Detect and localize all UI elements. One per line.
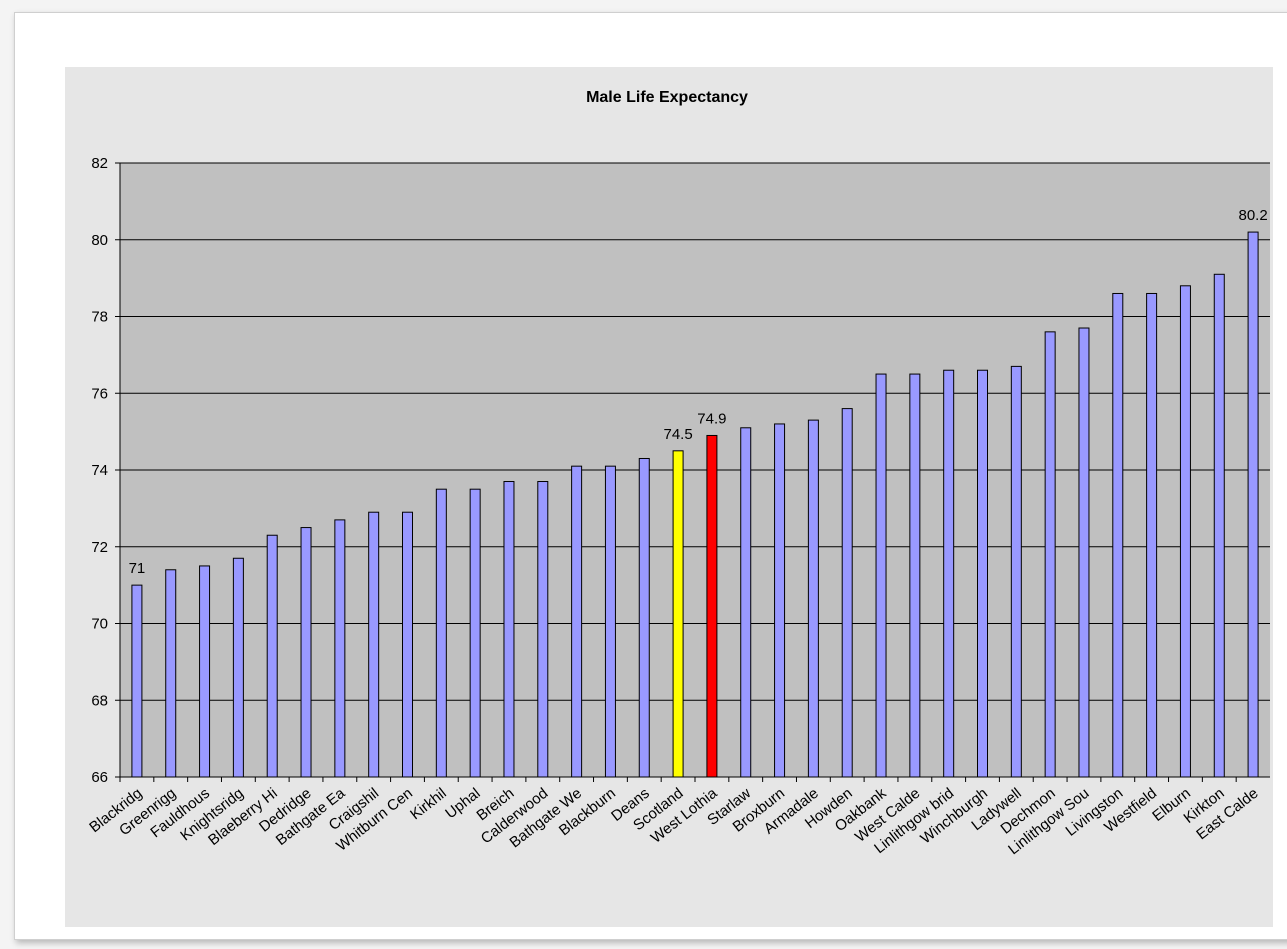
- bar-dechmont: [1044, 331, 1056, 778]
- bar-westfield: [1146, 292, 1158, 778]
- bar-scotland: [672, 450, 684, 778]
- y-tick-label: 66: [91, 769, 108, 786]
- bar-blaeberry-hill: [266, 534, 278, 778]
- bar-east-calder: [1247, 231, 1259, 778]
- bar-kirkton: [1213, 273, 1225, 778]
- chart-area: Male Life Expectancy 66 68 70 72 74 76 78 80 82 B…: [65, 67, 1273, 927]
- bar-oakbank: [875, 373, 887, 778]
- bar-broxburn: [774, 423, 786, 778]
- bar-craigshill: [368, 511, 380, 778]
- y-tick-label: 74: [91, 462, 108, 479]
- data-label: 74.5: [663, 426, 692, 443]
- y-tick-label: 68: [91, 692, 108, 709]
- y-tick-label: 72: [91, 539, 108, 556]
- bar-bathgate-west: [571, 465, 583, 778]
- bar-livingston: [1112, 292, 1124, 778]
- data-label: 71: [129, 560, 146, 577]
- bar-uphall: [469, 488, 481, 778]
- bar-winchburgh: [977, 369, 988, 778]
- chart-frame: Male Life Expectancy 66 68 70 72 74 76 78 80 82 B…: [14, 12, 1287, 940]
- y-tick-label: 82: [91, 155, 108, 172]
- bar-bathgate-east: [334, 519, 346, 778]
- bar-fauldhouse: [199, 565, 211, 778]
- bar-kirkhill: [435, 488, 447, 778]
- bar-calderwood: [537, 481, 549, 778]
- bar-armadale: [807, 419, 819, 778]
- data-label: 80.2: [1238, 207, 1267, 224]
- bar-west-calder: [909, 373, 921, 778]
- y-tick-label: 78: [91, 309, 108, 326]
- bar-dedridge: [300, 527, 312, 778]
- bar-deans: [638, 457, 650, 778]
- bar-breich: [503, 481, 515, 778]
- y-tick-label: 70: [91, 616, 108, 633]
- bar-chart: Male Life Expectancy 666870727476788082B…: [86, 89, 1270, 858]
- data-label: 74.9: [697, 410, 726, 427]
- y-tick-label: 80: [91, 232, 108, 249]
- bar-blackburn: [604, 465, 616, 778]
- bar-whitburn-centre: [402, 511, 413, 778]
- chart-title: Male Life Expectancy: [586, 89, 748, 106]
- bar-linlithgow-bridge: [943, 369, 955, 778]
- bar-west-lothian: [706, 434, 718, 778]
- bar-linlithgow-south: [1078, 327, 1090, 778]
- bar-knightsridge: [232, 557, 244, 778]
- bar-starlaw: [740, 427, 752, 778]
- bar-greenrigg: [165, 569, 177, 778]
- bar-ladywell: [1010, 365, 1022, 778]
- bar-howden: [841, 408, 853, 778]
- bar-blackridg: [131, 584, 143, 778]
- axes: [115, 162, 1270, 782]
- x-tick-label: Kirkhil: [407, 785, 450, 824]
- y-tick-label: 76: [91, 385, 108, 402]
- bars: [131, 231, 1259, 778]
- bar-ellburn: [1179, 285, 1191, 778]
